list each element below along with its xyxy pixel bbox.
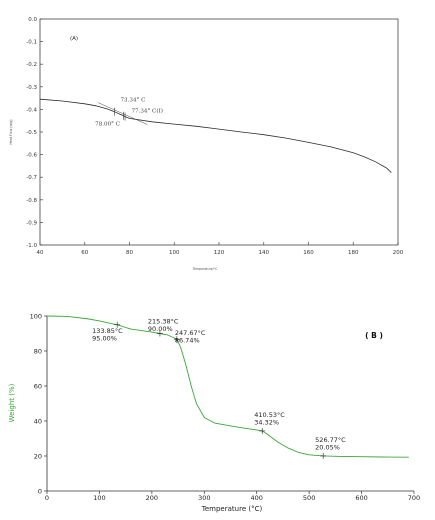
x-axis-label: Temperature (°C): [201, 505, 263, 513]
annotation-label: 73.34° C: [121, 98, 146, 104]
y-tick-label: 0: [38, 488, 42, 496]
annotation-temp: 526.77°C: [315, 436, 346, 444]
plot-frame: [39, 18, 399, 246]
x-tick-label: 300: [198, 494, 210, 502]
tangent-line: [98, 102, 148, 125]
panel-title: ( B ): [365, 331, 383, 340]
y-tick-label: -1.0: [26, 243, 37, 249]
y-axis-label: Weight (%): [8, 383, 16, 422]
annotation-value: 34.32%: [254, 418, 279, 426]
x-tick-label: 60: [81, 250, 88, 256]
y-tick-label: 0.0: [28, 17, 37, 23]
annotation-temp: 133.85°C: [92, 327, 123, 335]
x-tick-label: 160: [303, 250, 314, 256]
y-tick-label: 40: [34, 418, 42, 426]
x-tick-label: 200: [393, 250, 404, 256]
y-tick-label: -0.5: [26, 130, 37, 136]
y-axis-label: Heat Flow (w/g): [9, 119, 13, 144]
annotation-value: 90.00%: [148, 325, 173, 333]
annotation-label: 78.00° C: [95, 122, 120, 128]
annotation-label: 77.34° C(I): [131, 108, 162, 115]
x-tick-label: 100: [93, 494, 105, 502]
x-tick-label: 120: [214, 250, 225, 256]
chart-b: 0 100 200 300 400 500 600 700 0 20 40 60 80 100 Temper…: [8, 313, 420, 514]
y-tick-label: 80: [34, 348, 42, 356]
x-tick-label: 40: [37, 250, 44, 256]
series-line: [39, 98, 392, 173]
x-tick-label: 600: [355, 494, 367, 502]
x-tick-label: 700: [408, 494, 420, 502]
panel-title: (A): [70, 36, 78, 42]
y-tick-label: 100: [30, 313, 42, 321]
annotation-temp: 247.67°C: [175, 329, 206, 337]
annotation-temp: 410.53°C: [254, 411, 285, 419]
y-tick-label: -0.9: [26, 220, 37, 226]
x-tick-label: 400: [251, 494, 263, 502]
x-tick-label: 200: [146, 494, 158, 502]
annotation-temp: 215.38°C: [148, 318, 179, 326]
y-tick-label: -0.2: [26, 62, 37, 68]
y-tick-label: -0.3: [26, 85, 37, 91]
annotation-value: 95.00%: [92, 334, 117, 342]
y-tick-label: -0.8: [26, 198, 37, 204]
annotation-value: 86.74%: [175, 337, 200, 345]
x-tick-label: 180: [348, 250, 359, 256]
x-tick-label: 100: [169, 250, 180, 256]
x-tick-label: 0: [45, 494, 49, 502]
y-tick-label: -0.6: [26, 153, 37, 159]
x-tick-label: 140: [259, 250, 270, 256]
x-tick-label: 80: [126, 250, 133, 256]
chart-a: 40 60 80 100 120 140 160 180 200 0.0 -0.1 -0.2 -0.3 -…: [9, 17, 404, 271]
y-tick-label: 20: [34, 453, 42, 461]
x-tick-label: 500: [303, 494, 315, 502]
series-line: [46, 315, 409, 458]
y-tick-label: -0.1: [26, 40, 37, 46]
y-tick-label: -0.7: [26, 175, 37, 181]
x-axis-label: Temperature/℃: [192, 267, 218, 271]
annotation-value: 20.05%: [315, 443, 340, 451]
y-tick-label: 60: [34, 383, 42, 391]
y-tick-label: -0.4: [26, 107, 37, 113]
